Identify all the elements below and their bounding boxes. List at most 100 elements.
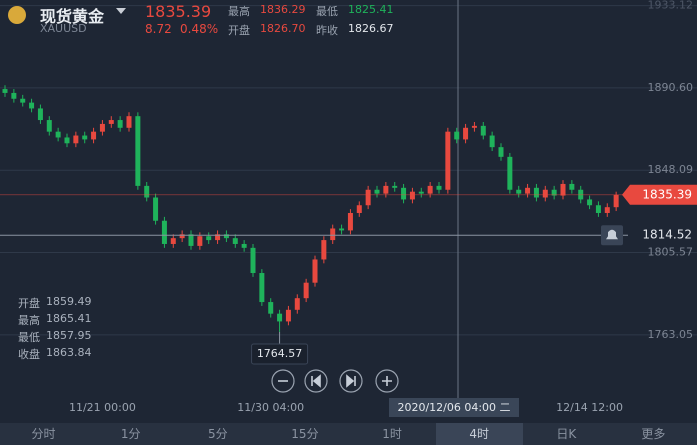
candle-body [232,238,238,244]
ohlc-label: 最低 [18,331,40,344]
candle-body [46,120,52,132]
candle-body [551,189,557,196]
candle-body [285,309,291,322]
candle-body [312,259,318,283]
candle-body [259,273,265,303]
y-tick-label: 1933.12 [648,0,694,12]
period-tab[interactable]: 1时 [382,427,402,441]
candle-body [206,236,212,241]
x-tick-label: 11/21 00:00 [69,401,136,414]
period-tab[interactable]: 日K [556,427,577,441]
candle-body [117,120,123,128]
candle-body [294,298,300,310]
candle-body [303,282,309,299]
candle-body [55,131,61,138]
chart: 1933.12 1890.60 1848.09 1805.57 1763.05 11/21… [0,0,697,423]
candle-body [215,234,221,241]
min-box [251,343,309,365]
stat-value: 1826.67 [348,22,394,35]
candle-body [277,313,283,322]
gold-icon [8,6,26,24]
candle-body [436,185,442,190]
period-tabs: 分时 1分 5分 15分 1时 4时 日K 更多 [0,423,697,445]
candle-body [188,234,194,246]
min-label: 1764.57 [257,347,303,360]
candle-body [595,205,601,213]
control-button[interactable] [339,369,363,393]
candle-body [347,212,353,231]
change: 8.72 [145,22,172,36]
candle-body [383,185,389,194]
control-icon [382,376,392,386]
candle-body [525,187,531,194]
y-tick-label: 1890.60 [648,81,694,94]
candle-body [516,189,522,194]
candle-body [20,98,26,103]
candle-body [498,147,504,157]
control-button[interactable] [304,369,328,393]
candle-body [507,156,513,190]
stat-value: 1826.70 [260,22,306,35]
instrument-name[interactable]: 现货黄金 [40,7,105,26]
ohlc-value: 1863.84 [46,346,92,359]
control-button[interactable] [375,369,399,393]
candle-body [489,135,495,148]
candle-body [604,207,610,213]
period-tab[interactable]: 5分 [207,427,228,441]
stat-label: 昨收 [316,24,338,37]
candle-body [569,183,575,190]
candle-body [161,220,167,244]
candle-body [108,120,114,124]
candle-body [321,240,327,260]
bell-icon [606,229,618,240]
y-tick-label: 1805.57 [648,246,694,259]
dropdown-arrow[interactable] [116,8,126,14]
candle-body [418,191,424,194]
control-icon [311,374,321,388]
candle-body [454,131,460,140]
period-tab[interactable]: 15分 [291,427,319,441]
x-tick-label: 12/14 12:00 [556,401,623,414]
candle-body [471,125,477,128]
candle-body [613,194,619,208]
ohlc-value: 1865.41 [46,312,92,325]
ohlc-label: 收盘 [18,348,40,361]
ohlc-value: 1857.95 [46,329,92,342]
candle-body [339,228,345,231]
price: 1835.39 [145,2,212,21]
candle-body [64,137,70,144]
plot-bg [0,0,697,423]
candle-body [463,127,469,140]
control-icon [346,374,356,388]
crosshair-time-label: 2020/12/06 04:00 二 [397,401,510,414]
control-button[interactable] [271,369,295,393]
last-price-tag [622,184,697,205]
crosshair-price-box [628,225,697,246]
candle-body [427,185,433,194]
last-price-label: 1835.39 [642,187,692,201]
stat-value: 1825.41 [348,3,394,16]
candle-body [533,187,539,198]
candle-body [374,189,380,194]
stat-value: 1836.29 [260,3,306,16]
candle-body [179,234,185,239]
candle-body [73,135,79,144]
ohlc-value: 1859.49 [46,295,92,308]
stat-label: 最低 [316,5,338,18]
candle-body [29,102,35,109]
candle-body [144,185,150,198]
period-tab[interactable]: 4时 [435,423,523,445]
ohlc-label: 最高 [18,314,40,327]
candle-body [542,189,548,198]
ohlc-label: 开盘 [18,297,40,310]
candle-body [91,131,97,140]
period-tab[interactable]: 1分 [120,427,141,441]
candle-body [2,89,8,93]
period-tab[interactable]: 更多 [641,427,666,441]
change-pct: 0.48% [180,22,219,36]
candle-body [37,108,43,121]
candle-body [330,228,336,241]
candle-body [99,123,105,132]
period-tab[interactable]: 分时 [31,427,56,441]
